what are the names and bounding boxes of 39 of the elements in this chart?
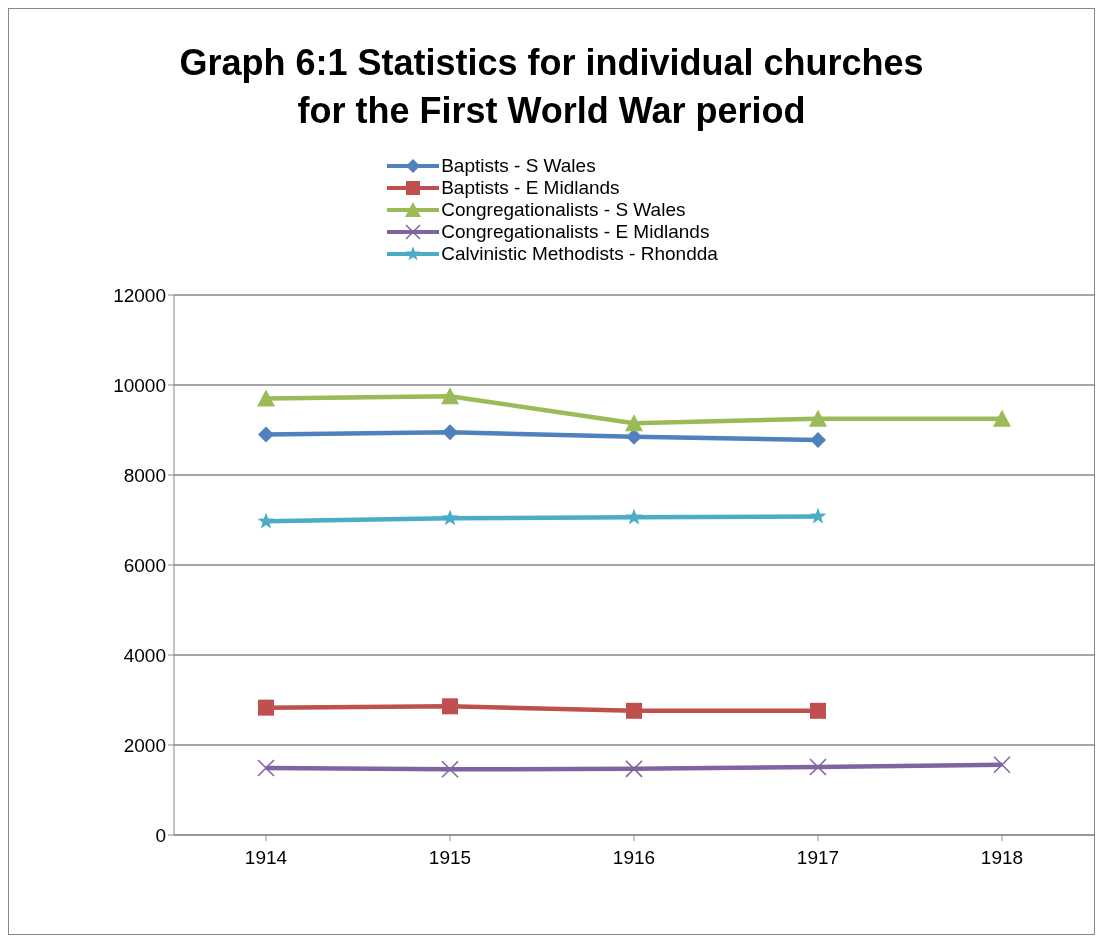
point (809, 758, 827, 776)
x-tick-label: 1917 (796, 847, 840, 869)
x-tick-label: 1916 (612, 847, 656, 869)
point (442, 424, 458, 441)
point (809, 507, 827, 524)
y-tick-label: 4000 (123, 644, 166, 666)
point (441, 760, 459, 779)
legend-label: Congregationalists - S Wales (441, 199, 686, 221)
point (257, 759, 275, 777)
point (258, 699, 274, 716)
point (625, 508, 643, 525)
y-tick-label: 10000 (113, 374, 166, 396)
y-tick-label: 12000 (113, 284, 166, 306)
point (993, 409, 1011, 427)
point (810, 702, 826, 719)
legend-label: Baptists - S Wales (441, 155, 596, 177)
y-tick-label: 6000 (123, 554, 166, 576)
point (441, 387, 459, 405)
point (257, 512, 275, 529)
y-tick-label: 8000 (123, 464, 166, 486)
point (809, 409, 827, 427)
point (441, 509, 459, 526)
point (625, 760, 643, 778)
legend-label: Calvinistic Methodists - Rhondda (441, 243, 718, 265)
point (993, 756, 1011, 774)
point (810, 431, 826, 448)
point (257, 389, 275, 407)
y-tick-label: 0 (155, 824, 166, 846)
x-tick-label: 1918 (980, 847, 1024, 869)
x-tick-label: 1915 (428, 847, 472, 869)
point (442, 698, 458, 715)
legend-label: Congregationalists - E Midlands (441, 221, 710, 243)
point (258, 426, 274, 443)
point (626, 702, 642, 719)
chart-title: Graph 6:1 Statistics for individual churches for the First World War period (178, 41, 925, 133)
y-tick-label: 2000 (123, 734, 166, 756)
point (625, 414, 643, 432)
legend-label: Baptists - E Midlands (441, 177, 620, 199)
x-tick-label: 1914 (244, 847, 288, 869)
